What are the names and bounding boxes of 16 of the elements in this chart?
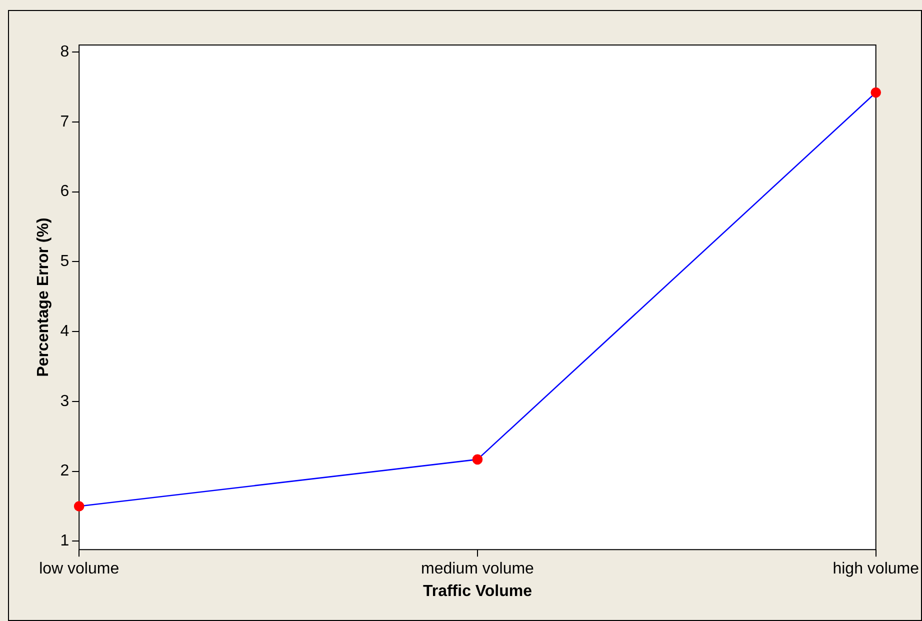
y-tick-label: 5: [60, 253, 70, 270]
point: [870, 87, 882, 98]
y-tick-label: 8: [60, 43, 70, 60]
y-tick-label: 4: [60, 322, 70, 340]
x-axis-title: Traffic Volume: [422, 582, 532, 600]
y-tick-label: 1: [60, 532, 70, 550]
y-tick-label: 6: [60, 183, 70, 200]
y-tick-label: 7: [60, 113, 70, 130]
point: [74, 501, 84, 512]
x-tick-label: medium volume: [421, 560, 534, 578]
y-axis-title: Percentage Error (%): [35, 218, 52, 377]
x-tick-label: high volume: [832, 560, 920, 578]
x-tick-label: low volume: [39, 560, 120, 578]
point: [472, 454, 483, 465]
y-tick-label: 2: [60, 462, 70, 480]
y-tick-label: 3: [60, 392, 70, 410]
